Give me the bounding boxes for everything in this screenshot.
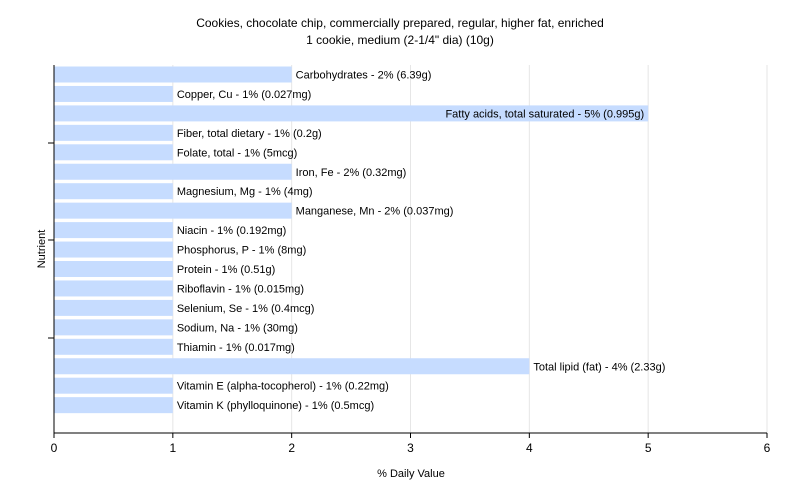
bar-label: Total lipid (fat) - 4% (2.33g) xyxy=(533,361,665,373)
x-tick-label: 0 xyxy=(51,441,58,455)
bar-label: Riboflavin - 1% (0.015mg) xyxy=(177,283,304,295)
chart-title: Cookies, chocolate chip, commercially pr… xyxy=(196,16,604,30)
bar xyxy=(54,66,292,83)
bar-label: Protein - 1% (0.51g) xyxy=(177,264,275,276)
bar xyxy=(54,144,173,161)
bar xyxy=(54,163,292,180)
x-tick-label: 2 xyxy=(288,441,295,455)
bar xyxy=(54,299,173,316)
bar xyxy=(54,280,173,297)
bar-label: Selenium, Se - 1% (0.4mcg) xyxy=(177,303,315,315)
bar-label: Copper, Cu - 1% (0.027mg) xyxy=(177,89,312,101)
bar xyxy=(54,124,173,141)
bar-label: Thiamin - 1% (0.017mg) xyxy=(177,342,295,354)
bar-label: Sodium, Na - 1% (30mg) xyxy=(177,322,298,334)
bar-label: Phosphorus, P - 1% (8mg) xyxy=(177,245,306,257)
bar-label: Niacin - 1% (0.192mg) xyxy=(177,225,286,237)
bar-label: Folate, total - 1% (5mcg) xyxy=(177,147,297,159)
bar xyxy=(54,85,173,102)
bar-label: Vitamin K (phylloquinone) - 1% (0.5mcg) xyxy=(177,400,374,412)
x-axis-label: % Daily Value xyxy=(377,468,445,480)
bar xyxy=(54,202,292,219)
bar xyxy=(54,222,173,239)
bar-label: Fiber, total dietary - 1% (0.2g) xyxy=(177,128,322,140)
bar xyxy=(54,319,173,336)
bar xyxy=(54,377,173,394)
x-tick-label: 1 xyxy=(169,441,176,455)
x-ticks: 0 1 2 3 4 5 6 xyxy=(51,433,771,455)
bar xyxy=(54,358,530,375)
bars xyxy=(54,66,649,414)
bar xyxy=(54,183,173,200)
chart-subtitle: 1 cookie, medium (2-1/4" dia) (10g) xyxy=(306,33,494,47)
bar xyxy=(54,105,649,122)
y-axis-label: Nutrient xyxy=(36,230,48,269)
x-tick-label: 5 xyxy=(645,441,652,455)
bar-label: Magnesium, Mg - 1% (4mg) xyxy=(177,186,313,198)
bar xyxy=(54,241,173,258)
x-tick-label: 4 xyxy=(526,441,533,455)
bar xyxy=(54,261,173,277)
bar-label: Iron, Fe - 2% (0.32mg) xyxy=(296,167,407,179)
x-tick-label: 3 xyxy=(407,441,414,455)
x-tick-label: 6 xyxy=(764,441,771,455)
bar-label: Manganese, Mn - 2% (0.037mg) xyxy=(296,206,454,218)
bar-label: Vitamin E (alpha-tocopherol) - 1% (0.22m… xyxy=(177,381,389,393)
bar xyxy=(54,338,173,355)
bar-label: Fatty acids, total saturated - 5% (0.995… xyxy=(445,108,644,120)
bar-label: Carbohydrates - 2% (6.39g) xyxy=(296,70,432,82)
bar-labels: Carbohydrates - 2% (6.39g) Copper, Cu - 1… xyxy=(177,70,666,413)
bar xyxy=(54,397,173,414)
